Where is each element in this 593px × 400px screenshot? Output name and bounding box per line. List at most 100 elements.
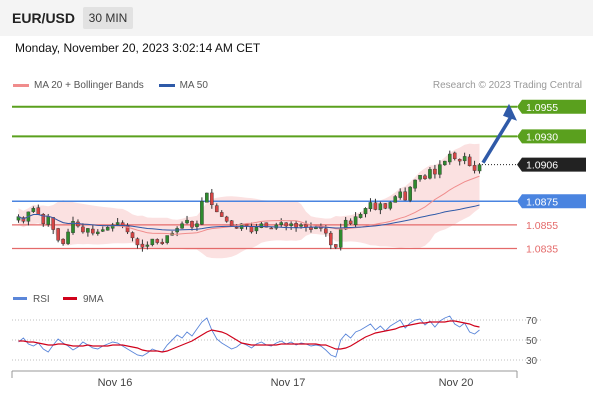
candle-body [254, 227, 259, 232]
candle-body [418, 175, 422, 180]
candle-body [115, 222, 120, 225]
candle-body [234, 227, 239, 229]
ma50-line [18, 204, 480, 231]
candle-body [433, 168, 437, 175]
candle-body [363, 208, 368, 215]
legend-swatch-ma50 [158, 83, 175, 87]
candle-body [31, 208, 36, 212]
level-label-bg-3 [517, 194, 586, 209]
candle-body [81, 226, 85, 233]
candle-body [373, 202, 378, 210]
level-label-bg-1 [517, 129, 586, 144]
level-label-5: 1.0835 [526, 243, 558, 255]
candle-body [324, 228, 328, 234]
candle-body [333, 244, 338, 248]
candle-body [467, 156, 472, 167]
legend-item-ma50: MA 50 [158, 80, 208, 91]
candle-body [249, 225, 254, 233]
candle-body [329, 232, 333, 246]
candle-body [403, 191, 407, 201]
candle-body [264, 222, 269, 228]
candle-body [86, 228, 90, 233]
projection-arrow-head [503, 103, 517, 121]
price-legend: MA 20 + Bollinger Bands MA 50 [13, 80, 220, 91]
candle-body [200, 201, 204, 225]
candle-body [413, 179, 417, 189]
rsi-tick-label: 30 [526, 356, 538, 367]
candle-body [398, 191, 402, 198]
timeframe-button[interactable]: 30 MIN [83, 7, 133, 29]
rsi-panel: RSI 9MA 70 50 30 [12, 294, 542, 367]
legend-swatch-ma20 [13, 83, 29, 87]
candle-body [289, 223, 293, 226]
candle-body [96, 231, 100, 234]
candle-body [91, 228, 95, 234]
moving-average-layer [18, 175, 480, 235]
rsi-tick-label: 70 [526, 316, 538, 327]
candle-body [229, 220, 234, 227]
candle-body [61, 238, 65, 244]
candle-body [180, 223, 184, 229]
candle-body [219, 212, 224, 217]
candle-body [155, 239, 160, 243]
candle-body [36, 207, 41, 215]
candle-body [185, 219, 189, 224]
rsi-series-1 [18, 320, 480, 353]
candle-body [423, 175, 427, 180]
x-tick-label: Nov 17 [271, 377, 306, 389]
candle-body [269, 227, 274, 230]
candle-body [140, 243, 145, 248]
candle-body [145, 244, 150, 247]
candle-body [338, 228, 343, 248]
level-label-2: 1.0906 [526, 160, 558, 172]
rsi-legend-swatch-0 [13, 297, 27, 300]
x-tick-label: Nov 20 [439, 377, 474, 389]
candle-body [224, 216, 229, 222]
level-label-0: 1.0955 [526, 102, 558, 114]
legend-label-ma50: MA 50 [179, 80, 208, 91]
candle-body [165, 235, 169, 243]
level-label-4: 1.0855 [526, 220, 558, 232]
candle-body [150, 238, 155, 246]
candle-body [477, 164, 482, 172]
candle-body [160, 241, 165, 244]
candle-body [210, 192, 214, 205]
x-axis: Nov 16 Nov 17 Nov 20 [11, 370, 518, 389]
rsi-series-0 [18, 315, 480, 358]
currency-pair-title: EUR/USD [12, 10, 76, 26]
level-label-bg-0 [517, 99, 586, 114]
candle-body [130, 232, 135, 239]
candle-body [279, 222, 284, 225]
x-tick-label: Nov 16 [98, 377, 133, 389]
rsi-legend-label-1: 9MA [83, 294, 104, 305]
rsi-tick-label: 50 [526, 336, 538, 347]
candle-body [408, 186, 412, 201]
candle-body [472, 165, 477, 171]
candle-body [56, 228, 60, 241]
candle-body [378, 203, 383, 211]
candle-body [105, 227, 110, 231]
candle-body [299, 224, 303, 227]
candle-body [393, 196, 398, 203]
candle-body [71, 221, 75, 233]
candle-body [41, 214, 46, 224]
candle-body [443, 160, 447, 166]
candle-body [205, 192, 209, 203]
projection-arrow-shaft [481, 115, 513, 164]
candle-body [343, 219, 348, 230]
candle-body [438, 164, 442, 175]
candle-body [447, 153, 452, 163]
candle-body [452, 152, 457, 159]
candle-body [388, 202, 393, 209]
candle-body [284, 222, 288, 227]
candle-body [462, 156, 467, 162]
candle-body [100, 229, 105, 232]
candle-body [294, 223, 298, 228]
rsi-legend-label-0: RSI [33, 294, 50, 305]
candle-body [383, 203, 388, 209]
candle-body [259, 223, 264, 228]
rsi-legend-swatch-1 [63, 297, 77, 300]
candle-body [304, 224, 308, 228]
candle-body [358, 214, 363, 218]
